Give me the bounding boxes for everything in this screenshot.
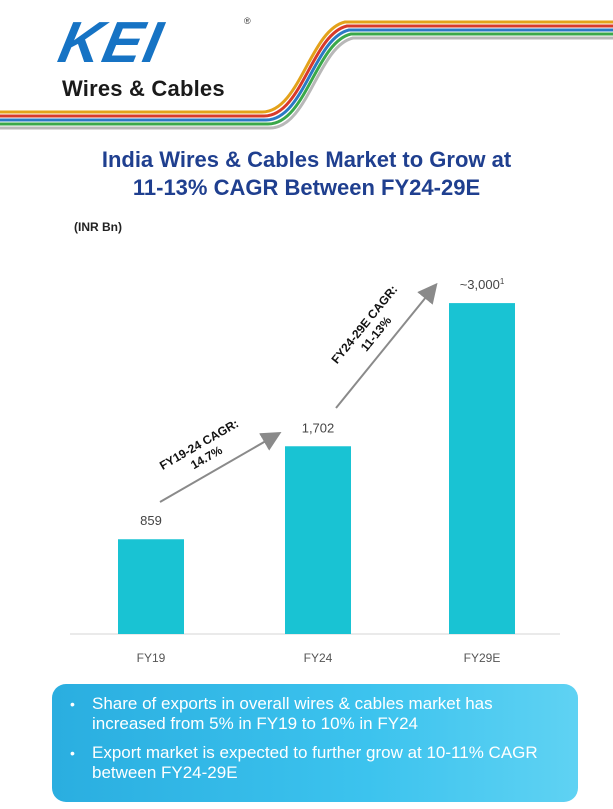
x-tick-fy24: FY24 [304, 651, 333, 665]
header-logo-area: KEI ® Wires & Cables [0, 0, 613, 130]
cagr-arrow-fy24-fy29e [335, 282, 438, 409]
cagr-arrow-fy19-fy24 [159, 432, 282, 503]
slide-title: India Wires & Cables Market to Grow at 1… [20, 146, 593, 202]
info-bullet-list: Share of exports in overall wires & cabl… [52, 684, 578, 783]
market-size-bar-chart: 859 FY19 1,702 FY24 ~3,0001 FY29E FY19-24 CAGR… [70, 277, 560, 665]
unit-label: (INR Bn) [74, 220, 122, 234]
x-tick-fy19: FY19 [137, 651, 166, 665]
cable-stripes-graphic [0, 20, 613, 130]
bar-fy29e [449, 303, 515, 634]
title-line-2: 11-13% CAGR Between FY24-29E [132, 175, 481, 200]
bar-fy19 [118, 539, 184, 634]
title-line-1: India Wires & Cables Market to Grow at [101, 147, 512, 172]
info-box: Share of exports in overall wires & cabl… [52, 684, 578, 802]
brand-logo: KEI [53, 10, 170, 75]
data-label-fy24: 1,702 [302, 420, 335, 435]
data-label-fy29e: ~3,0001 [460, 277, 505, 292]
bar-fy24 [285, 446, 351, 634]
info-bullet-export-growth: Export market is expected to further gro… [70, 743, 560, 783]
brand-tagline: Wires & Cables [62, 76, 225, 101]
trademark-symbol: ® [244, 16, 251, 26]
footnote-marker: 1 [500, 277, 505, 286]
x-tick-fy29e: FY29E [464, 651, 501, 665]
cagr-label-fy19-fy24: FY19-24 CAGR:14.7% [157, 416, 241, 472]
data-label-fy19: 859 [140, 513, 162, 528]
info-bullet-exports-share: Share of exports in overall wires & cabl… [70, 694, 560, 734]
